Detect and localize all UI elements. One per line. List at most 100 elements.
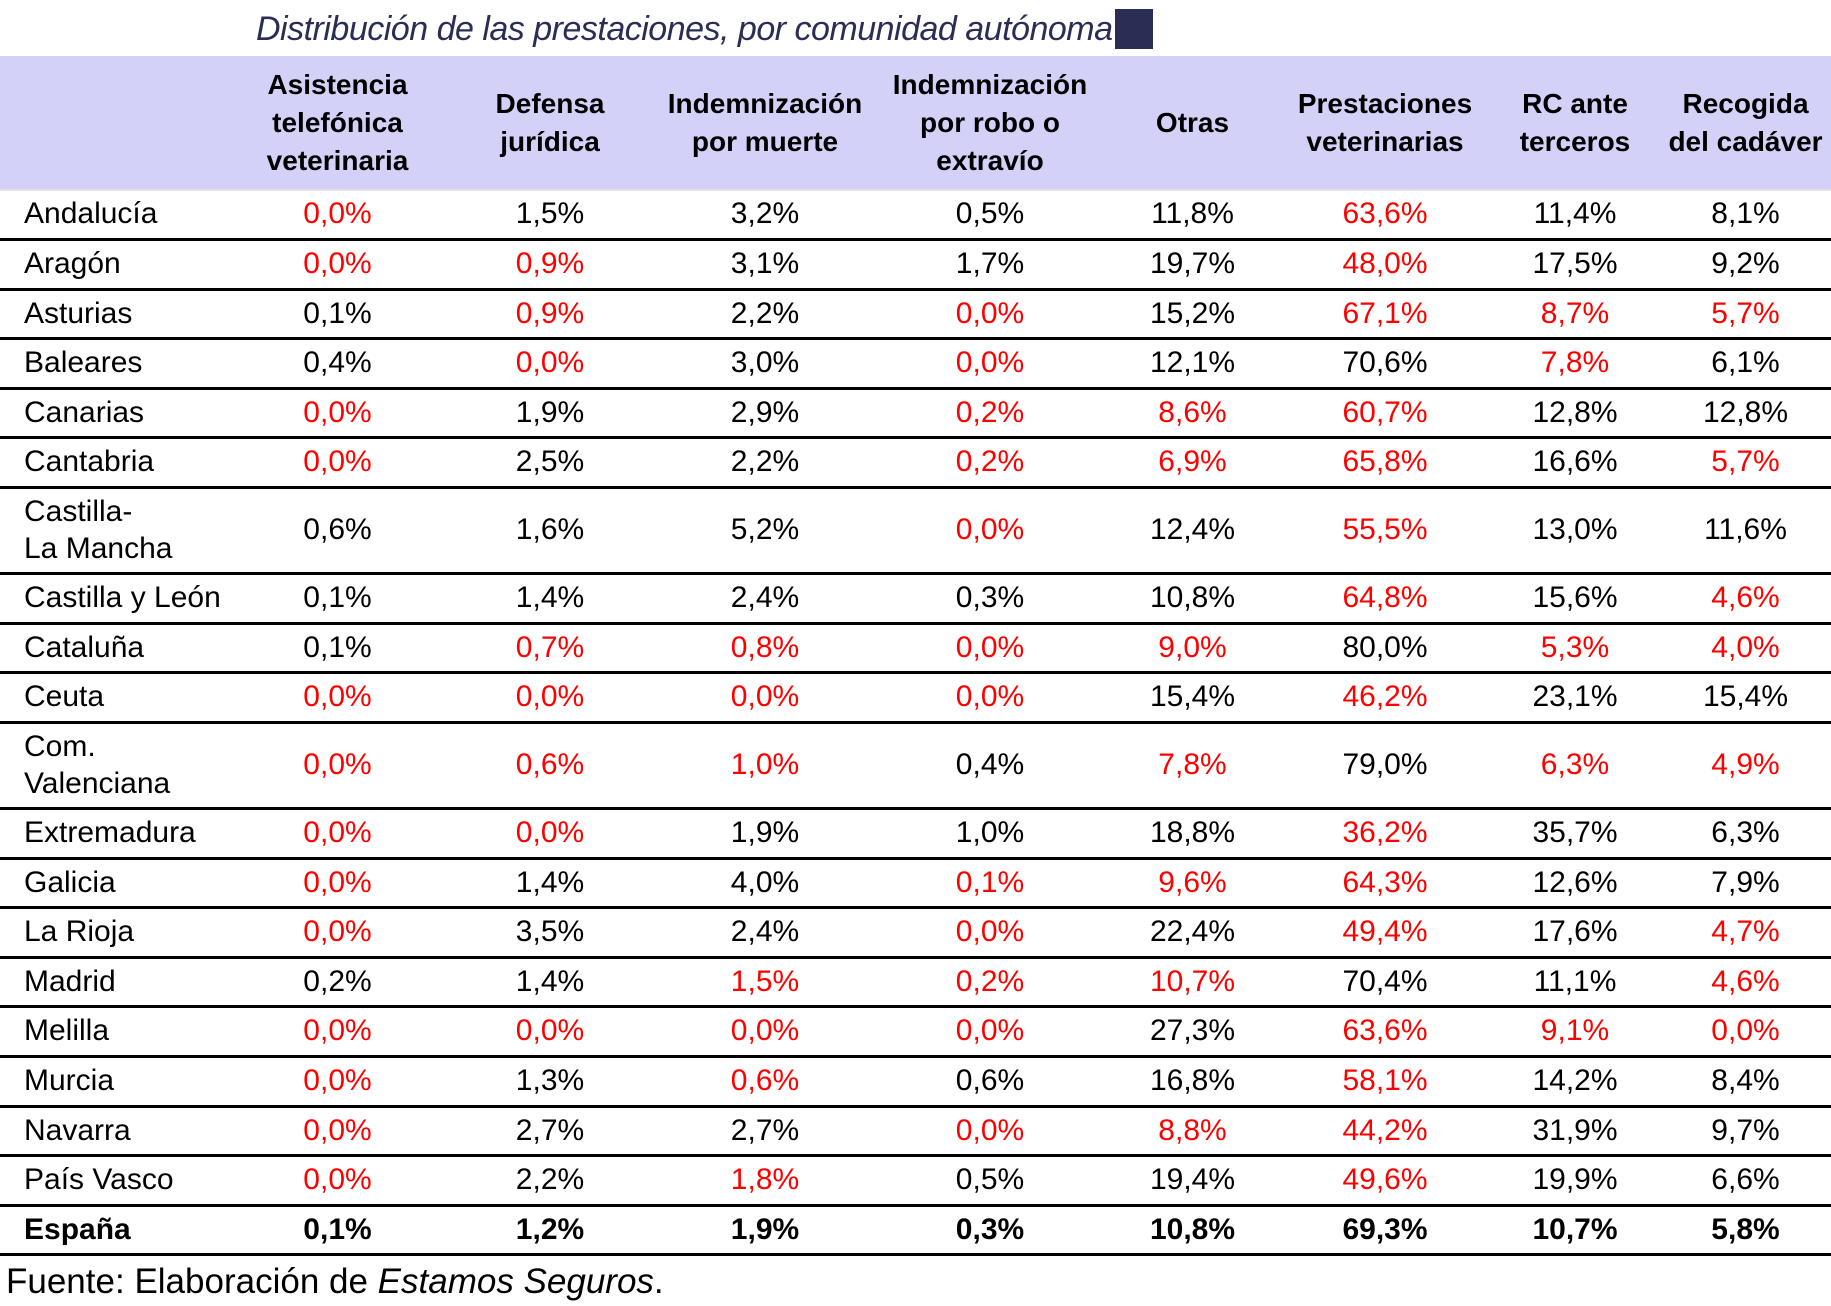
value-cell: 11,1% xyxy=(1490,957,1660,1009)
value-cell: 2,4% xyxy=(655,907,875,959)
value-cell: 0,0% xyxy=(230,190,445,241)
value-cell: 19,9% xyxy=(1490,1155,1660,1207)
source-suffix: . xyxy=(653,1262,664,1302)
value-cell: 10,8% xyxy=(1105,1205,1280,1257)
value-cell: 1,9% xyxy=(655,1205,875,1257)
value-cell: 0,0% xyxy=(655,672,875,724)
value-cell: 6,9% xyxy=(1105,437,1280,489)
value-cell: 69,3% xyxy=(1280,1205,1490,1257)
value-cell: 2,9% xyxy=(655,388,875,440)
value-cell: 0,4% xyxy=(875,722,1105,811)
source-publisher: Estamos Seguros xyxy=(377,1262,654,1302)
table-row: Baleares 0,4% 0,0% 3,0% 0,0% 12,1% 70,6% 7,8% 6,… xyxy=(0,338,1831,390)
value-cell: 17,5% xyxy=(1490,239,1660,291)
table-row: Cataluña 0,1% 0,7% 0,8% 0,0% 9,0% 80,0% 5,3% 4,0… xyxy=(0,623,1831,675)
value-cell: 18,8% xyxy=(1105,808,1280,860)
value-cell: 0,6% xyxy=(655,1056,875,1108)
value-cell: 0,5% xyxy=(875,1155,1105,1207)
table-row: Andalucía 0,0% 1,5% 3,2% 0,5% 11,8% 63,6% 11,4%… xyxy=(0,190,1831,241)
region-name: Ceuta xyxy=(0,672,230,724)
value-cell: 49,4% xyxy=(1280,907,1490,959)
value-cell: 0,1% xyxy=(230,623,445,675)
value-cell: 49,6% xyxy=(1280,1155,1490,1207)
source-text: Elaboración de xyxy=(134,1262,368,1302)
value-cell: 0,0% xyxy=(230,1056,445,1108)
value-cell: 10,8% xyxy=(1105,573,1280,625)
value-cell: 0,0% xyxy=(445,338,655,390)
value-cell: 0,0% xyxy=(655,1006,875,1059)
value-cell: 19,4% xyxy=(1105,1155,1280,1207)
header-defensa: Defensa jurídica xyxy=(445,56,655,192)
value-cell: 15,4% xyxy=(1660,672,1831,724)
region-name: Baleares xyxy=(0,338,230,390)
region-name: Castilla y León xyxy=(0,573,230,625)
header-rc: RC ante terceros xyxy=(1490,56,1660,192)
region-name: Com. Valenciana xyxy=(0,722,230,811)
value-cell: 17,6% xyxy=(1490,907,1660,959)
value-cell: 2,4% xyxy=(655,573,875,625)
value-cell: 13,0% xyxy=(1490,487,1660,576)
value-cell: 0,9% xyxy=(445,239,655,291)
value-cell: 1,4% xyxy=(445,957,655,1009)
value-cell: 58,1% xyxy=(1280,1056,1490,1108)
value-cell: 64,8% xyxy=(1280,573,1490,625)
value-cell: 0,0% xyxy=(230,1106,445,1158)
value-cell: 63,6% xyxy=(1280,190,1490,241)
value-cell: 15,6% xyxy=(1490,573,1660,625)
value-cell: 9,0% xyxy=(1105,623,1280,675)
region-name: Galicia xyxy=(0,858,230,910)
value-cell: 0,1% xyxy=(230,573,445,625)
table-row: Madrid 0,2% 1,4% 1,5% 0,2% 10,7% 70,4% 11,1% 4,6… xyxy=(0,957,1831,1009)
navy-square-accent xyxy=(1114,9,1153,49)
value-cell: 0,5% xyxy=(875,190,1105,241)
header-asistencia: Asistencia telefónica veterinaria xyxy=(230,56,445,192)
value-cell: 0,0% xyxy=(875,487,1105,576)
value-cell: 79,0% xyxy=(1280,722,1490,811)
prestaciones-table: Asistencia telefónica veterinaria Defens… xyxy=(0,56,1831,1257)
value-cell: 14,2% xyxy=(1490,1056,1660,1108)
table-row: Ceuta 0,0% 0,0% 0,0% 0,0% 15,4% 46,2% 23,1% 15,4… xyxy=(0,672,1831,724)
value-cell: 16,6% xyxy=(1490,437,1660,489)
value-cell: 0,4% xyxy=(230,338,445,390)
table-row: Com. Valenciana 0,0% 0,6% 1,0% 0,4% 7,8% 79,0%… xyxy=(0,722,1831,811)
value-cell: 23,1% xyxy=(1490,672,1660,724)
value-cell: 60,7% xyxy=(1280,388,1490,440)
value-cell: 10,7% xyxy=(1490,1205,1660,1257)
header-otras: Otras xyxy=(1105,56,1280,192)
table-row: Castilla y León 0,1% 1,4% 2,4% 0,3% 10,8% 64,8… xyxy=(0,573,1831,625)
value-cell: 0,2% xyxy=(875,388,1105,440)
table-body: Andalucía 0,0% 1,5% 3,2% 0,5% 11,8% 63,6% 11,4%… xyxy=(0,190,1831,1257)
region-name: Aragón xyxy=(0,239,230,291)
value-cell: 12,8% xyxy=(1660,388,1831,440)
value-cell: 0,2% xyxy=(875,437,1105,489)
value-cell: 3,2% xyxy=(655,190,875,241)
value-cell: 0,1% xyxy=(875,858,1105,910)
region-name: España xyxy=(0,1205,230,1257)
value-cell: 1,0% xyxy=(655,722,875,811)
table-row: Murcia 0,0% 1,3% 0,6% 0,6% 16,8% 58,1% 14,2% 8,4… xyxy=(0,1056,1831,1108)
value-cell: 2,5% xyxy=(445,437,655,489)
value-cell: 0,8% xyxy=(655,623,875,675)
value-cell: 9,6% xyxy=(1105,858,1280,910)
table-row: Extremadura 0,0% 0,0% 1,9% 1,0% 18,8% 36,2% 35,… xyxy=(0,808,1831,860)
region-name: Cantabria xyxy=(0,437,230,489)
source-label: Fuente: xyxy=(6,1262,125,1302)
header-row: Asistencia telefónica veterinaria Defens… xyxy=(0,56,1831,192)
source-line: Fuente: Elaboración de Estamos Seguros. xyxy=(0,1256,1831,1302)
value-cell: 12,8% xyxy=(1490,388,1660,440)
value-cell: 19,7% xyxy=(1105,239,1280,291)
value-cell: 0,0% xyxy=(875,338,1105,390)
value-cell: 7,8% xyxy=(1490,338,1660,390)
value-cell: 4,0% xyxy=(1660,623,1831,675)
value-cell: 7,9% xyxy=(1660,858,1831,910)
table-row: España 0,1% 1,2% 1,9% 0,3% 10,8% 69,3% 10,7% 5,8… xyxy=(0,1205,1831,1257)
value-cell: 2,7% xyxy=(445,1106,655,1158)
value-cell: 4,9% xyxy=(1660,722,1831,811)
region-name: Cataluña xyxy=(0,623,230,675)
table-row: Melilla 0,0% 0,0% 0,0% 0,0% 27,3% 63,6% 9,1% 0,0… xyxy=(0,1006,1831,1059)
value-cell: 0,3% xyxy=(875,573,1105,625)
value-cell: 0,0% xyxy=(230,808,445,860)
value-cell: 36,2% xyxy=(1280,808,1490,860)
value-cell: 1,3% xyxy=(445,1056,655,1108)
value-cell: 46,2% xyxy=(1280,672,1490,724)
